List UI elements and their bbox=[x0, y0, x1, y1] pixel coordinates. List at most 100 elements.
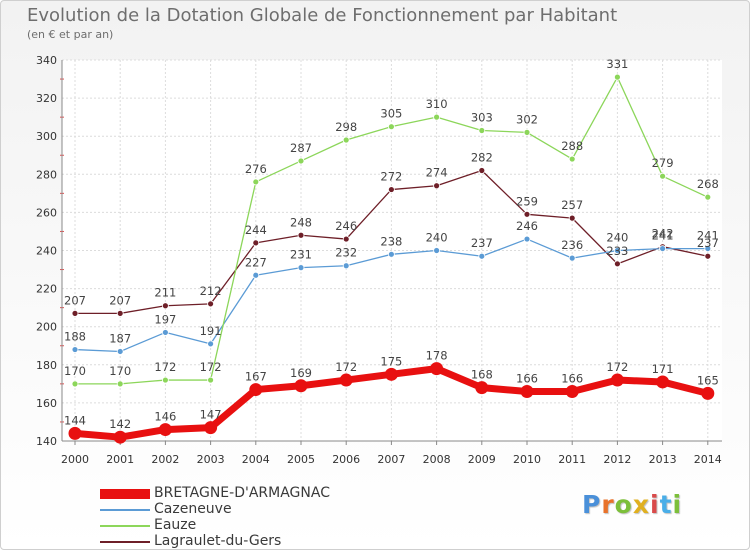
data-label: 288 bbox=[561, 139, 583, 153]
data-point bbox=[523, 210, 531, 218]
logo-letter: o bbox=[614, 490, 633, 519]
data-label: 240 bbox=[606, 231, 628, 245]
data-point bbox=[565, 384, 579, 398]
data-point bbox=[478, 127, 486, 134]
data-point bbox=[478, 167, 486, 174]
data-label: 169 bbox=[290, 366, 312, 380]
data-label: 233 bbox=[606, 244, 628, 258]
data-label: 197 bbox=[154, 312, 176, 326]
data-point bbox=[568, 254, 576, 262]
y-tick-label: 140 bbox=[36, 435, 57, 448]
data-point bbox=[523, 128, 531, 136]
x-tick-label: 2006 bbox=[332, 453, 360, 466]
data-label: 268 bbox=[697, 177, 719, 191]
data-label: 240 bbox=[426, 231, 448, 245]
data-point bbox=[158, 423, 172, 437]
data-label: 175 bbox=[380, 354, 402, 368]
data-point bbox=[339, 373, 353, 387]
data-label: 172 bbox=[154, 360, 176, 374]
data-label: 212 bbox=[200, 284, 222, 298]
data-label: 257 bbox=[561, 198, 583, 212]
data-point bbox=[71, 309, 79, 317]
data-label: 302 bbox=[516, 112, 538, 126]
data-point bbox=[252, 178, 260, 186]
data-label: 236 bbox=[561, 238, 583, 252]
data-label: 142 bbox=[109, 417, 131, 431]
data-point bbox=[249, 383, 263, 397]
y-tick-label: 220 bbox=[36, 283, 57, 296]
data-label: 231 bbox=[290, 248, 312, 262]
y-tick-label: 260 bbox=[36, 206, 57, 219]
data-point bbox=[297, 264, 305, 272]
y-tick-label: 320 bbox=[36, 92, 57, 105]
data-label: 244 bbox=[245, 223, 267, 237]
data-label: 170 bbox=[109, 364, 131, 378]
y-tick-label: 160 bbox=[36, 397, 57, 410]
data-point bbox=[475, 381, 489, 395]
data-point bbox=[342, 136, 350, 144]
data-point bbox=[656, 375, 670, 389]
x-tick-label: 2000 bbox=[61, 453, 89, 466]
data-label: 310 bbox=[426, 97, 448, 111]
y-tick-label: 280 bbox=[36, 168, 57, 181]
data-label: 237 bbox=[471, 236, 493, 250]
data-label: 276 bbox=[245, 162, 267, 176]
data-point bbox=[297, 157, 305, 165]
data-label: 171 bbox=[652, 362, 674, 376]
data-point bbox=[704, 252, 712, 260]
data-label: 279 bbox=[652, 156, 674, 170]
data-point bbox=[252, 271, 260, 279]
data-label: 172 bbox=[335, 360, 357, 374]
data-point bbox=[701, 386, 715, 400]
data-point bbox=[207, 340, 215, 348]
data-point bbox=[614, 73, 621, 81]
data-point bbox=[520, 384, 534, 398]
data-point bbox=[342, 262, 350, 270]
data-label: 227 bbox=[245, 255, 267, 269]
data-label: 166 bbox=[516, 371, 538, 385]
x-tick-label: 2002 bbox=[151, 453, 179, 466]
x-tick-label: 2003 bbox=[197, 453, 225, 466]
data-label: 147 bbox=[200, 408, 222, 422]
legend-label: Lagraulet-du-Gers bbox=[154, 533, 282, 549]
data-label: 246 bbox=[516, 219, 538, 233]
data-point bbox=[71, 380, 79, 388]
y-tick-label: 300 bbox=[36, 130, 57, 143]
logo-letter: t bbox=[659, 490, 673, 519]
data-point bbox=[207, 376, 215, 384]
data-point bbox=[433, 247, 441, 254]
data-point bbox=[113, 430, 127, 444]
y-tick-label: 340 bbox=[36, 54, 57, 67]
data-label: 207 bbox=[64, 293, 86, 307]
legend-swatch bbox=[100, 525, 150, 527]
data-label: 172 bbox=[606, 360, 628, 374]
logo-letter: i bbox=[672, 490, 683, 519]
data-point bbox=[610, 373, 624, 387]
data-label: 211 bbox=[154, 286, 176, 300]
y-tick-label: 180 bbox=[36, 359, 57, 372]
data-label: 144 bbox=[64, 413, 86, 427]
data-point bbox=[568, 155, 576, 163]
data-point bbox=[387, 250, 395, 258]
data-label: 238 bbox=[380, 234, 402, 248]
legend-swatch bbox=[100, 541, 150, 543]
data-point bbox=[568, 214, 576, 222]
data-point bbox=[297, 231, 305, 239]
data-point bbox=[116, 309, 124, 317]
data-point bbox=[387, 186, 395, 193]
data-point bbox=[430, 362, 444, 376]
x-tick-label: 2011 bbox=[558, 453, 586, 466]
data-point bbox=[294, 379, 308, 393]
data-point bbox=[71, 346, 79, 353]
data-label: 191 bbox=[200, 324, 222, 338]
x-tick-label: 2012 bbox=[603, 453, 631, 466]
data-label: 274 bbox=[426, 166, 448, 180]
x-tick-label: 2004 bbox=[242, 453, 270, 466]
data-label: 242 bbox=[652, 227, 674, 241]
data-point bbox=[204, 421, 218, 435]
chart-subtitle: (en € et par an) bbox=[27, 28, 114, 41]
data-label: 232 bbox=[335, 246, 357, 260]
proxiti-logo: Proxiti bbox=[582, 490, 682, 519]
data-label: 146 bbox=[154, 410, 176, 424]
